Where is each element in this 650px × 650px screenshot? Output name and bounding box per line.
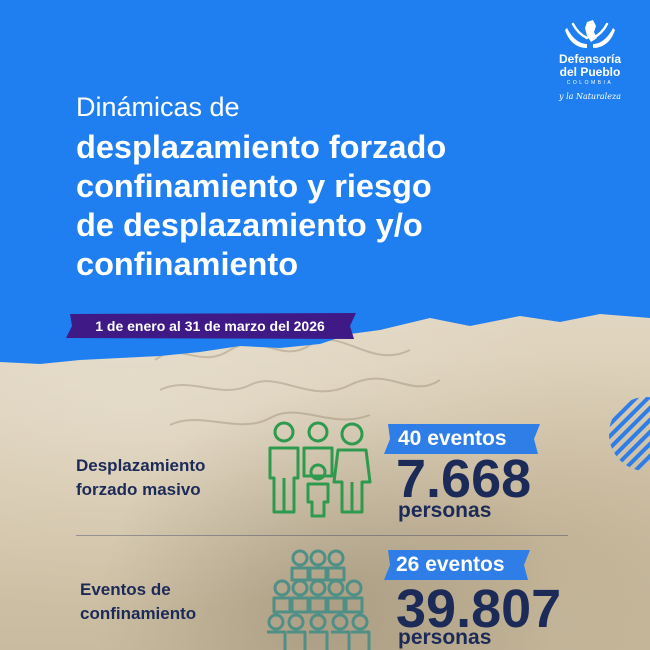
brand-country: COLOMBIA [566, 80, 614, 86]
events-badge: 26 eventos [396, 553, 505, 576]
people-unit: personas [398, 499, 492, 522]
title-line: de desplazamiento y/o [76, 207, 423, 243]
people-count: 39.807 [396, 579, 562, 639]
stat-label-displacement: Desplazamiento forzado masivo [76, 454, 205, 502]
events-badge-shape [384, 424, 540, 454]
section-divider [76, 535, 568, 536]
title-line: confinamiento [76, 246, 299, 282]
family-group-icon [268, 421, 372, 518]
stat-label-line: forzado masivo [76, 480, 201, 499]
crowd-icon [267, 549, 371, 650]
brand-name-line1: Defensoría [558, 52, 622, 66]
page-title: desplazamiento forzado confinamiento y r… [76, 128, 546, 284]
header-banner [0, 0, 650, 364]
date-ribbon-shape [66, 313, 356, 339]
brand-name-line2: del Pueblo [559, 65, 621, 79]
hands-holding-map-icon [565, 20, 615, 48]
stat-label-line: confinamiento [80, 604, 197, 623]
striped-circle-decoration [609, 397, 650, 471]
people-unit: personas [398, 626, 492, 649]
period-label: 1 de enero al 31 de marzo del 2026 [95, 318, 325, 334]
brand-tagline: y la Naturaleza [559, 92, 621, 101]
people-count: 7.668 [396, 449, 532, 509]
events-badge: 40 eventos [398, 427, 507, 450]
title-line: confinamiento y riesgo [76, 168, 432, 204]
title-line: desplazamiento forzado [76, 129, 447, 165]
title-intro: Dinámicas de [76, 92, 240, 122]
faded-scribble-background [154, 338, 441, 426]
events-badge-shape [384, 550, 530, 580]
stat-label-line: Eventos de [80, 580, 171, 599]
brand-logo: Defensoría del Pueblo COLOMBIA y la Natu… [548, 18, 632, 101]
stat-label-line: Desplazamiento [76, 456, 206, 475]
stat-label-confinement: Eventos de confinamiento [80, 578, 196, 626]
